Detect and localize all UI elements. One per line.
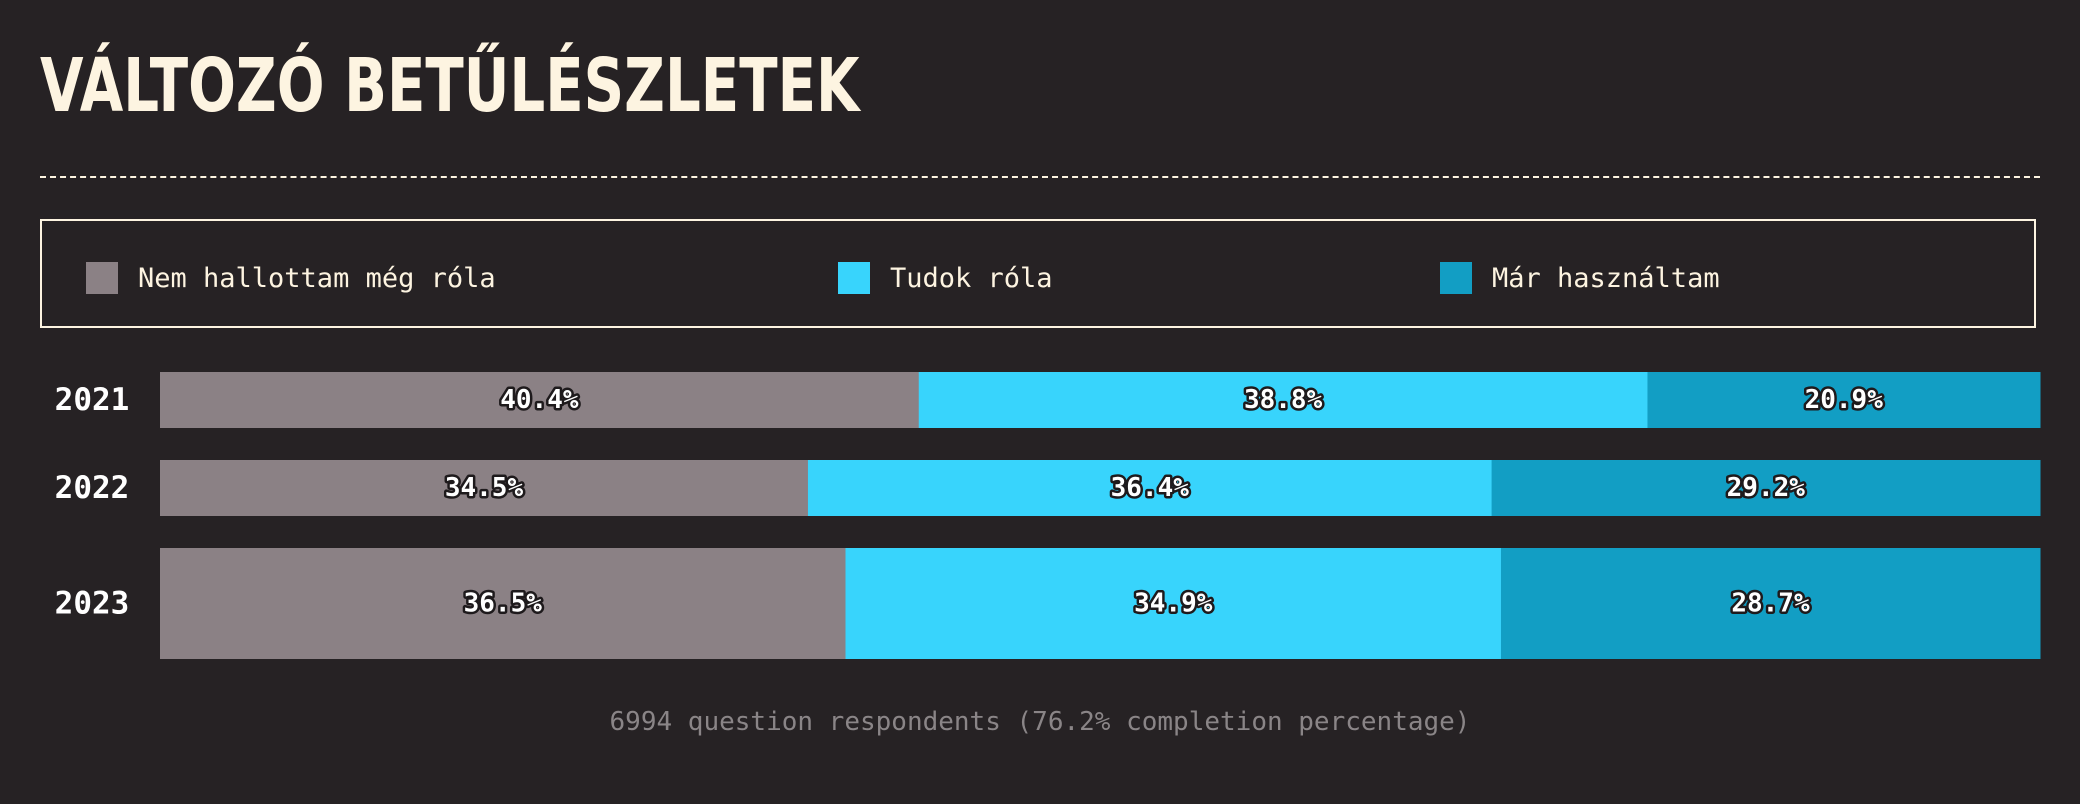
data-label-2021-series-1: 40.4% <box>500 385 579 415</box>
bar-segment-2023-series-1 <box>160 548 847 659</box>
data-label-2022-series-1: 34.5% <box>445 473 524 503</box>
legend-item-mar-hasznaltam: Már használtam <box>1440 262 1720 294</box>
data-label-2021-series-3: 20.9% <box>1805 385 1884 415</box>
legend-label-mar-hasznaltam: Már használtam <box>1492 262 1720 294</box>
bar-segment-2021-series-3 <box>1647 372 2041 428</box>
legend-swatch-mar-hasznaltam <box>1440 262 1472 294</box>
legend: Nem hallottam még róla Tudok róla Már ha… <box>40 219 2036 328</box>
year-label-2021: 2021 <box>55 382 130 418</box>
chart-title: VÁLTOZÓ BETŰLÉSZLETEK <box>40 43 860 129</box>
dashed-divider <box>40 176 2040 178</box>
legend-item-nem-hallottam: Nem hallottam még róla <box>86 262 496 294</box>
respondents-footnote: 6994 question respondents (76.2% complet… <box>609 707 1471 737</box>
data-label-2023-series-3: 28.7% <box>1731 589 1810 619</box>
year-label-2023: 2023 <box>55 586 130 622</box>
bar-segment-2022-series-2 <box>807 460 1493 516</box>
data-label-2022-series-3: 29.2% <box>1727 473 1806 503</box>
legend-label-nem-hallottam: Nem hallottam még róla <box>138 262 496 294</box>
bar-segment-2022-series-1 <box>160 460 809 516</box>
data-label-2021-series-2: 38.8% <box>1244 385 1323 415</box>
legend-item-tudok-rola: Tudok róla <box>838 262 1053 294</box>
year-label-2022: 2022 <box>55 470 130 506</box>
bar-segment-2021-series-2 <box>918 372 1648 428</box>
bar-segment-2023-series-3 <box>1500 548 2041 659</box>
bar-segment-2023-series-2 <box>845 548 1502 659</box>
legend-swatch-nem-hallottam <box>86 262 118 294</box>
bar-segment-2022-series-3 <box>1491 460 2041 516</box>
legend-label-tudok-rola: Tudok róla <box>890 262 1053 294</box>
data-label-2023-series-1: 36.5% <box>464 589 543 619</box>
bar-segment-2021-series-1 <box>160 372 920 428</box>
legend-swatch-tudok-rola <box>838 262 870 294</box>
data-label-2022-series-2: 36.4% <box>1111 473 1190 503</box>
data-label-2023-series-2: 34.9% <box>1134 589 1213 619</box>
